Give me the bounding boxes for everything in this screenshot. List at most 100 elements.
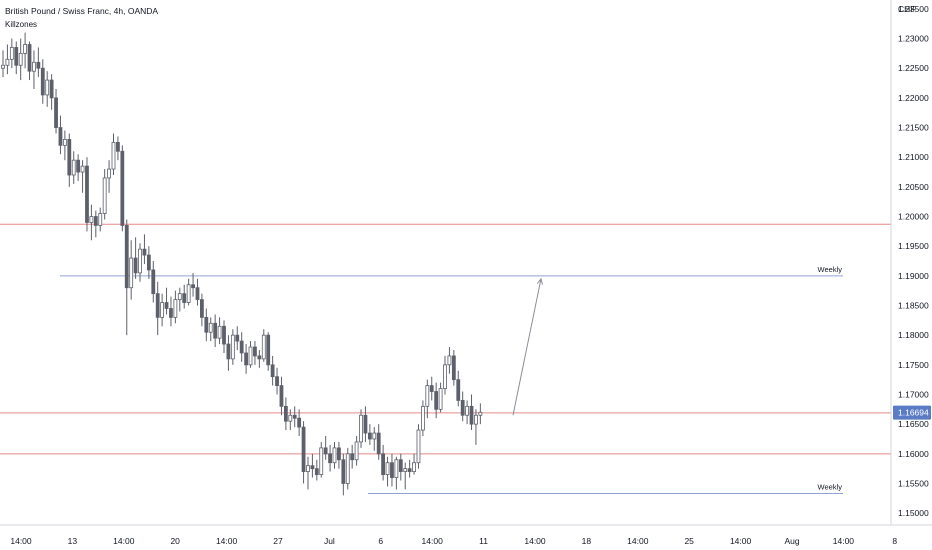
candle-body bbox=[292, 414, 297, 419]
candle bbox=[337, 441, 341, 469]
candle-body bbox=[275, 376, 279, 386]
candle-body bbox=[120, 150, 125, 226]
candle-body bbox=[177, 293, 182, 300]
candle-body bbox=[429, 385, 434, 392]
candle bbox=[89, 204, 94, 241]
arrow-line bbox=[512, 278, 542, 416]
candle-body bbox=[129, 257, 134, 289]
candle bbox=[345, 447, 350, 490]
candle-body bbox=[323, 447, 328, 455]
candle bbox=[226, 335, 231, 371]
candle bbox=[328, 444, 332, 472]
candle-body bbox=[416, 429, 421, 464]
arrow-head bbox=[536, 277, 543, 285]
time-tick-label: 18 bbox=[582, 536, 592, 546]
time-tick-label: 14:00 bbox=[833, 536, 855, 546]
candle-body bbox=[332, 447, 337, 464]
candle bbox=[182, 284, 187, 309]
candle bbox=[133, 237, 138, 279]
candle-body bbox=[182, 293, 187, 303]
candle-body bbox=[420, 405, 425, 431]
candle bbox=[186, 278, 191, 306]
candle bbox=[288, 409, 293, 431]
candle bbox=[191, 272, 195, 297]
candle bbox=[222, 320, 226, 353]
candle bbox=[319, 441, 324, 478]
time-tick-label: 14:00 bbox=[216, 536, 238, 546]
candle bbox=[235, 326, 240, 350]
candle-body bbox=[164, 302, 169, 309]
candle-body bbox=[372, 432, 377, 440]
candle bbox=[398, 453, 403, 481]
candle-body bbox=[173, 299, 178, 318]
price-tick-label: 1.20500 bbox=[898, 182, 929, 192]
candle bbox=[54, 88, 58, 134]
price-axis[interactable]: 1.23500 1.23000 1.22500 1.22000 1.21500 1.210… bbox=[898, 4, 929, 518]
candle bbox=[306, 456, 310, 490]
candle-body bbox=[244, 352, 249, 366]
candle-body bbox=[257, 355, 262, 360]
time-axis[interactable]: 14:00 13 14:00 20 14:00 27 Jul 6 14:00 11 14:00 18 1… bbox=[10, 536, 897, 546]
candle bbox=[261, 329, 266, 362]
candle bbox=[93, 210, 98, 238]
candle bbox=[434, 382, 439, 419]
price-tick-label: 1.17500 bbox=[898, 360, 929, 370]
candle-body bbox=[248, 346, 253, 366]
candle-body bbox=[465, 405, 470, 416]
candle bbox=[407, 459, 412, 478]
candles-layer bbox=[1, 32, 483, 496]
candle-body bbox=[160, 302, 165, 318]
candle bbox=[14, 41, 19, 75]
candle-body bbox=[98, 213, 103, 226]
candle bbox=[32, 50, 36, 89]
candle bbox=[138, 243, 142, 282]
candle bbox=[107, 160, 111, 193]
time-tick-label: 14:00 bbox=[10, 536, 32, 546]
candle-body bbox=[270, 364, 275, 378]
candle bbox=[204, 308, 209, 342]
symbol-title[interactable]: British Pound / Swiss Franc, 4h, OANDA bbox=[5, 6, 159, 16]
candle bbox=[350, 444, 355, 469]
projection-arrow bbox=[512, 277, 543, 416]
candle bbox=[474, 409, 478, 445]
candle-body bbox=[116, 141, 120, 152]
candle bbox=[341, 453, 346, 496]
candle bbox=[102, 169, 107, 220]
indicator-label[interactable]: Killzones bbox=[5, 20, 38, 29]
candle bbox=[390, 453, 394, 487]
candle bbox=[36, 47, 41, 78]
candle-body bbox=[191, 284, 195, 289]
time-tick-label: 14:00 bbox=[422, 536, 444, 546]
candle-body bbox=[111, 141, 116, 170]
candle bbox=[451, 350, 456, 386]
price-tick-label: 1.19500 bbox=[898, 241, 929, 251]
candle bbox=[177, 287, 182, 312]
candle-body bbox=[217, 325, 222, 339]
candle-body bbox=[354, 441, 359, 461]
candle bbox=[478, 403, 483, 425]
price-tick-label: 1.21000 bbox=[898, 152, 929, 162]
candle-body bbox=[49, 79, 54, 99]
price-tick-label: 1.18000 bbox=[898, 330, 929, 340]
candle bbox=[266, 332, 271, 371]
candle-body bbox=[398, 459, 403, 473]
candle-body bbox=[261, 334, 266, 360]
candle bbox=[425, 379, 430, 419]
price-tick-label: 1.22500 bbox=[898, 63, 929, 73]
candle bbox=[142, 234, 147, 264]
candle bbox=[239, 332, 244, 362]
price-tick-label: 1.22000 bbox=[898, 93, 929, 103]
candle-body bbox=[107, 168, 111, 179]
candle-body bbox=[328, 453, 332, 464]
candle bbox=[23, 32, 28, 69]
candle-body bbox=[80, 165, 85, 173]
candle-body bbox=[478, 411, 483, 416]
price-tick-label: 1.15000 bbox=[898, 508, 929, 518]
candle bbox=[314, 459, 319, 481]
candle bbox=[323, 436, 328, 460]
candle bbox=[9, 38, 14, 69]
candle-body bbox=[27, 44, 32, 72]
candle bbox=[363, 406, 368, 442]
candle-body bbox=[434, 391, 439, 410]
